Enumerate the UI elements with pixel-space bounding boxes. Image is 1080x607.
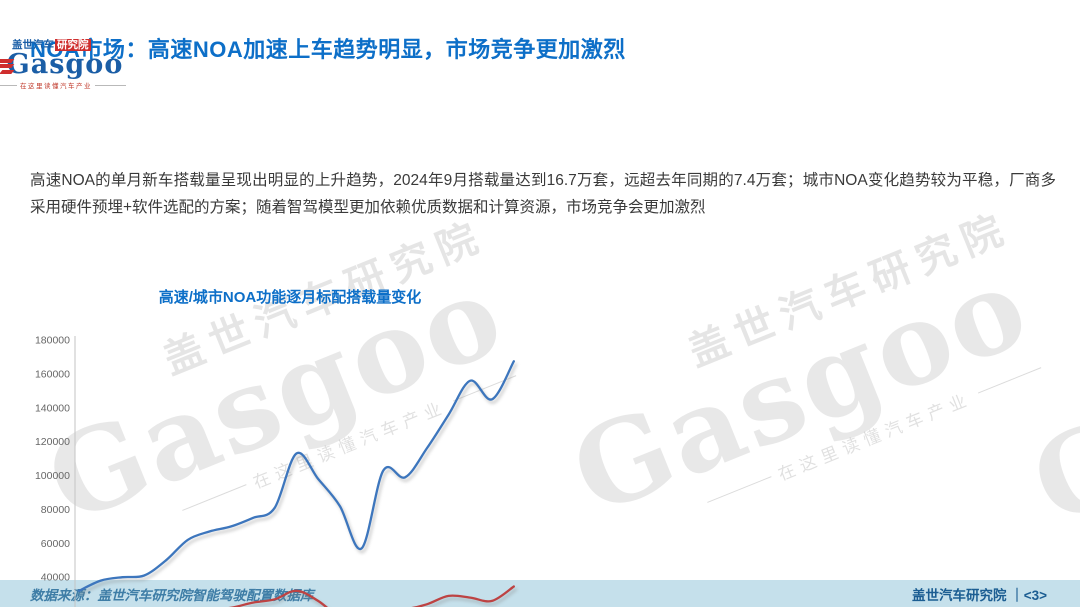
footer-band [0, 580, 1080, 607]
watermark-rule [977, 367, 1042, 394]
logo-cn-blue: 盖世汽车 [12, 39, 54, 51]
line-chart: 0200004000060000800001000001200001400001… [35, 335, 515, 607]
series-line-高速NOA [77, 360, 515, 592]
y-tick-label: 100000 [35, 470, 70, 482]
gasgoo-logo: 盖世汽车 研究院 Gasgoo 在这里读懂汽车产业 [0, 39, 126, 90]
watermark-brand-text: Gasgoo [554, 240, 1047, 541]
logo-cn-row: 盖世汽车 研究院 [0, 39, 126, 51]
y-tick-label: 140000 [35, 402, 70, 414]
logo-tagline-rule [0, 84, 17, 86]
intro-paragraph: 高速NOA的单月新车搭载量呈现出明显的上升趋势，2024年9月搭载量达到16.7… [30, 172, 1056, 216]
watermark-tagline: 在这里读懂汽车产业 [703, 356, 1046, 514]
y-tick-label: 80000 [41, 504, 70, 516]
y-tick-label: 20000 [41, 606, 70, 607]
y-tick-label: 160000 [35, 368, 70, 380]
logo-tagline-text: 在这里读懂汽车产业 [20, 83, 92, 90]
logo-brand-text: Gasgoo [6, 49, 124, 80]
page-title: NOA市场：高速NOA加速上车趋势明显，市场竞争更加激烈 [30, 37, 626, 62]
y-tick-label: 120000 [35, 436, 70, 448]
logo-cn-red: 研究院 [55, 39, 91, 51]
logo-stripes-icon [0, 58, 15, 75]
series-line-城市NOA [227, 585, 515, 607]
line-chart-title: 高速/城市NOA功能逐月标配搭载量变化 [158, 289, 422, 306]
watermark-rule [707, 476, 772, 503]
y-tick-label: 180000 [35, 335, 70, 347]
footer-page-number: 盖世汽车研究院 ｜<3> [911, 588, 1047, 603]
logo-tagline-rule [95, 84, 126, 86]
y-tick-label: 60000 [41, 538, 70, 550]
gasgoo-watermark: 盖世汽车研究院 Gasgoo 在这里读懂汽车产业 [539, 178, 1080, 556]
logo-tagline: 在这里读懂汽车产业 [0, 80, 126, 90]
watermark-brand-text: Gasgoo [1014, 250, 1080, 551]
gasgoo-watermark-partial: 盖世汽车研究院 Gasgoo 在这里读懂汽车产业 [999, 188, 1080, 566]
y-tick-label: 40000 [41, 572, 70, 584]
footer-data-source: 数据来源：盖世汽车研究院智能驾驶配置数据库 [30, 588, 314, 603]
watermark-tagline-text: 在这里读懂汽车产业 [775, 389, 975, 485]
logo-word-row: Gasgoo [0, 49, 126, 80]
